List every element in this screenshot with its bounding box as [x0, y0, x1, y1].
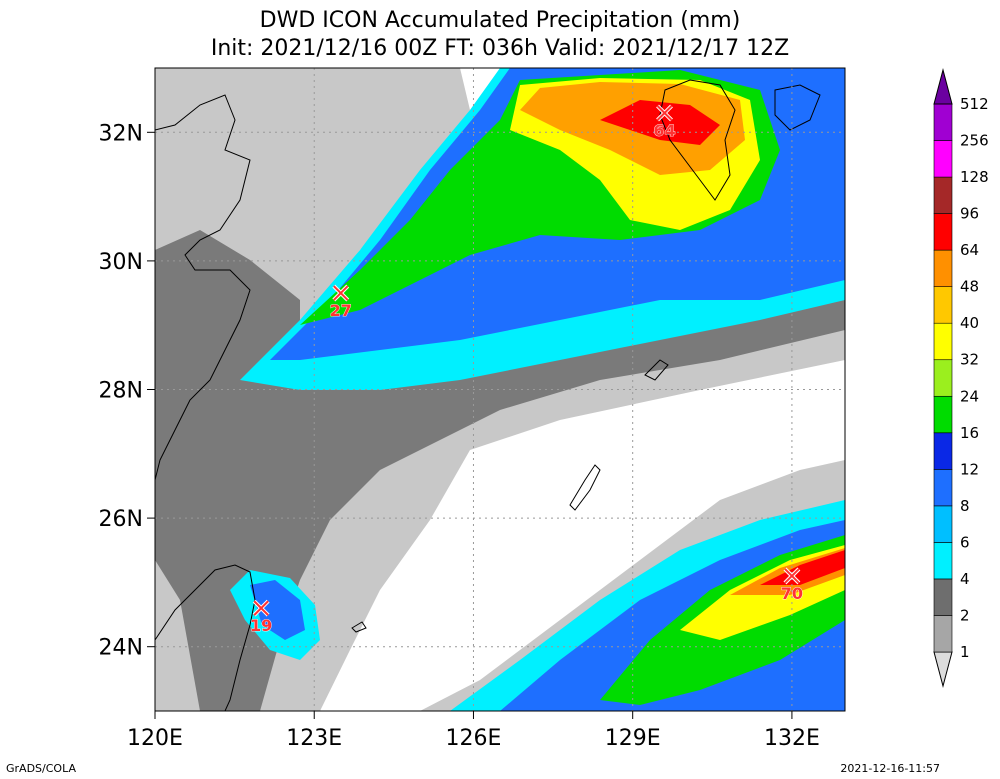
- coastline-taiwan: [155, 564, 256, 711]
- x-axis: 120E 123E 126E 129E 132E: [127, 711, 820, 751]
- precip-taiwan-8mm: [250, 580, 305, 640]
- y-tick-label: 26N: [99, 507, 143, 532]
- colorbar-label: 1: [960, 643, 970, 661]
- colorbar-label: 24: [960, 387, 979, 405]
- colorbar-label: 8: [960, 497, 970, 515]
- y-tick-label: 32N: [99, 121, 143, 146]
- max-cross: [784, 568, 800, 584]
- precip-band-48mm: [600, 100, 720, 145]
- y-tick-label: 28N: [99, 379, 143, 404]
- colorbar-segment: [933, 432, 953, 470]
- max-value-label: 19: [250, 616, 272, 635]
- colorbar-upper-triangle: [933, 68, 953, 105]
- colorbar-segment: [933, 359, 953, 397]
- max-value-label: 27: [330, 301, 352, 320]
- colorbar-segment: [933, 103, 953, 141]
- colorbar-segment: [933, 249, 953, 287]
- max-cross: [656, 105, 673, 121]
- chart-subtitle: Init: 2021/12/16 00Z FT: 036h Valid: 202…: [210, 36, 790, 61]
- colorbar-label: 256: [960, 132, 989, 150]
- colorbar-lower-triangle: [933, 651, 953, 688]
- x-tick-label: 123E: [286, 726, 342, 751]
- colorbar-segment: [933, 140, 953, 178]
- colorbar-label: 48: [960, 278, 979, 296]
- max-value-label: 64: [653, 121, 675, 140]
- footer-software: GrADS/COLA: [6, 762, 76, 775]
- coastline-okinawa: [569, 464, 601, 511]
- coastline-kyushu: [659, 79, 736, 201]
- colorbar-label: 12: [960, 460, 979, 478]
- x-tick-label: 120E: [127, 726, 183, 751]
- y-tick-label: 24N: [99, 636, 143, 661]
- precip-max-marker: 27: [329, 284, 352, 320]
- y-tick-label: 30N: [99, 250, 143, 275]
- max-cross: [253, 600, 269, 616]
- x-tick-label: 132E: [764, 726, 820, 751]
- coastline-china: [155, 94, 251, 481]
- coastline-amami: [644, 359, 669, 381]
- precip-maxima: 64 27 19 70: [250, 104, 803, 636]
- coastline-yaeyama: [351, 621, 367, 633]
- colorbar-label: 4: [960, 570, 970, 588]
- precip-area-2mm: [155, 230, 845, 711]
- precip-se-64mm: [760, 550, 845, 585]
- chart-title: DWD ICON Accumulated Precipitation (mm): [259, 8, 741, 33]
- colorbar-segment: [933, 505, 953, 543]
- lat-lon-grid: [155, 68, 845, 711]
- precip-max-marker: 64: [653, 104, 676, 140]
- colorbar-label: 16: [960, 424, 979, 442]
- colorbar-label: 6: [960, 533, 970, 551]
- footer-timestamp: 2021-12-16-11:57: [840, 762, 940, 775]
- coastline-shikoku: [774, 84, 821, 131]
- max-value-label: 70: [781, 584, 803, 603]
- precip-max-marker: 70: [780, 567, 803, 603]
- colorbar-segment: [933, 615, 953, 653]
- colorbar-label: 40: [960, 314, 979, 332]
- y-axis: 32N 30N 28N 26N 24N: [99, 121, 155, 661]
- colorbar-segment: [933, 578, 953, 616]
- colorbar-segment: [933, 176, 953, 214]
- colorbar-label: 64: [960, 241, 979, 259]
- colorbar-segment: [933, 213, 953, 251]
- colorbar-segment: [933, 542, 953, 580]
- precip-max-marker: 19: [250, 599, 273, 636]
- x-tick-label: 126E: [446, 726, 502, 751]
- colorbar-segment: [933, 395, 953, 434]
- colorbar-segment: [933, 322, 953, 361]
- colorbar-label: 128: [960, 168, 989, 186]
- max-cross: [333, 285, 349, 301]
- colorbar-segment: [933, 286, 953, 324]
- x-tick-label: 129E: [605, 726, 661, 751]
- colorbar-label: 2: [960, 606, 970, 624]
- colorbar-label: 512: [960, 95, 989, 113]
- colorbar-segment: [933, 469, 953, 507]
- colorbar-label: 32: [960, 351, 979, 369]
- colorbar-label: 96: [960, 205, 979, 223]
